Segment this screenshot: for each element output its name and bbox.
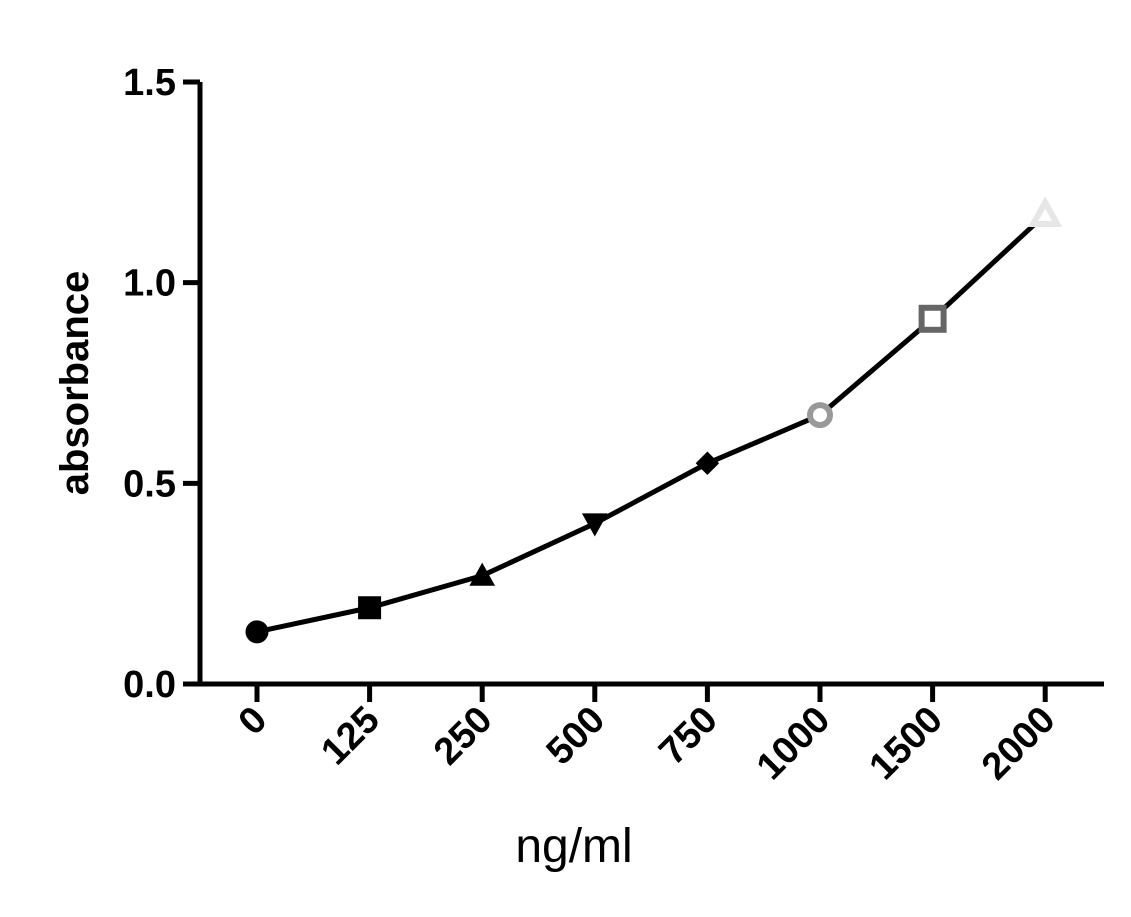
- data-point-marker: [918, 304, 947, 333]
- data-point-marker: [581, 513, 608, 537]
- x-ticks: 0 125 250 500 750 1000 1500 2000: [231, 684, 1064, 788]
- y-tick-label: 0.0: [123, 664, 176, 706]
- data-point-marker: [469, 562, 496, 586]
- data-point-marker: [695, 451, 720, 475]
- data-point-marker: [1028, 196, 1063, 228]
- x-tick-label: 1500: [861, 699, 950, 788]
- x-axis-title: ng/ml: [515, 820, 632, 873]
- y-axis-title: absorbance: [53, 271, 97, 496]
- x-tick-label: 1000: [749, 699, 838, 788]
- data-point-marker: [807, 402, 833, 429]
- data-point-marker: [245, 620, 269, 644]
- x-tick-label: 0: [231, 699, 276, 744]
- y-tick-label: 1.5: [123, 62, 176, 104]
- y-tick-label: 1.0: [123, 263, 176, 305]
- x-tick-label: 2000: [974, 699, 1063, 788]
- series-line: [256, 212, 1047, 635]
- x-tick-label: 250: [426, 699, 501, 774]
- y-tick-label: 0.5: [123, 463, 176, 505]
- y-ticks: 0.0 0.5 1.0 1.5: [123, 62, 200, 706]
- x-tick-label: 125: [313, 699, 388, 774]
- axes: [197, 82, 1104, 687]
- series-layer: [245, 196, 1063, 644]
- x-tick-label: 750: [651, 699, 726, 774]
- x-tick-label: 500: [539, 699, 614, 774]
- data-point-marker: [358, 596, 382, 620]
